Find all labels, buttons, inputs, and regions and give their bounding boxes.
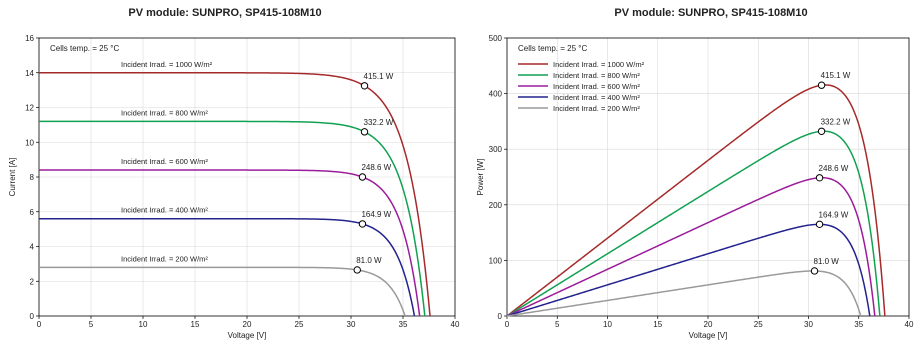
legend-entry: Incident Irrad. = 200 W/m² [553, 104, 640, 113]
irradiance-label: Incident Irrad. = 200 W/m² [121, 254, 208, 263]
x-tick-label: 5 [89, 320, 94, 329]
x-tick-label: 25 [754, 320, 763, 329]
x-tick-label: 35 [399, 320, 408, 329]
x-tick-label: 15 [191, 320, 200, 329]
series-line [39, 120, 426, 317]
irradiance-label: Incident Irrad. = 800 W/m² [121, 108, 208, 117]
y-tick-label: 0 [498, 312, 503, 321]
y-tick-label: 100 [489, 256, 503, 265]
irradiance-label: Incident Irrad. = 400 W/m² [121, 206, 208, 215]
mpp-marker [358, 173, 367, 181]
mpp-label: 81.0 W [356, 256, 382, 265]
y-tick-label: 400 [489, 90, 503, 99]
x-tick-label: 0 [37, 320, 42, 329]
mpp-marker [815, 174, 824, 182]
x-tick-label: 10 [139, 320, 148, 329]
x-tick-label: 0 [505, 320, 510, 329]
mpp-label: 164.9 W [819, 210, 849, 219]
y-tick-label: 16 [25, 34, 34, 43]
mpp-label: 248.6 W [361, 163, 391, 172]
series-line [506, 270, 862, 317]
y-tick-label: 500 [489, 34, 503, 43]
series-line [506, 130, 881, 317]
chart-title: PV module: SUNPRO, SP415-108M10 [614, 7, 807, 19]
mpp-marker [360, 128, 369, 136]
mpp-marker [358, 220, 367, 228]
x-axis-label: Voltage [V] [228, 331, 267, 340]
y-tick-label: 14 [25, 69, 34, 78]
x-tick-label: 20 [243, 320, 252, 329]
y-tick-label: 200 [489, 201, 503, 210]
x-tick-label: 40 [905, 320, 914, 329]
series-line [39, 169, 421, 317]
mpp-label: 248.6 W [819, 164, 849, 173]
mpp-label: 415.1 W [821, 71, 851, 80]
irradiance-label: Incident Irrad. = 600 W/m² [121, 157, 208, 166]
y-tick-label: 8 [30, 173, 35, 182]
legend-entry: Incident Irrad. = 600 W/m² [553, 82, 640, 91]
mpp-marker [815, 220, 824, 229]
mpp-label: 332.2 W [821, 117, 851, 126]
irradiance-label: Incident Irrad. = 1000 W/m² [121, 60, 213, 69]
series-line [506, 223, 871, 317]
y-tick-label: 300 [489, 145, 503, 154]
legend-entry: Incident Irrad. = 1000 W/m² [553, 60, 645, 69]
chart-title: PV module: SUNPRO, SP415-108M10 [128, 7, 321, 19]
mpp-marker [817, 81, 826, 89]
y-tick-label: 6 [30, 208, 35, 217]
x-axis-label: Voltage [V] [689, 331, 728, 340]
cells-temp-annotation: Cells temp. = 25 °C [50, 44, 119, 53]
x-tick-label: 40 [451, 320, 460, 329]
mpp-label: 415.1 W [364, 72, 394, 81]
y-axis-label: Current [A] [8, 158, 17, 197]
series-line [39, 217, 416, 317]
mpp-marker [353, 266, 361, 274]
x-tick-label: 30 [347, 320, 356, 329]
cells-temp-annotation: Cells temp. = 25 °C [518, 44, 587, 53]
y-tick-label: 12 [25, 104, 34, 113]
mpp-label: 81.0 W [814, 257, 840, 266]
series-line [506, 176, 876, 317]
x-tick-label: 35 [854, 320, 863, 329]
legend-entry: Incident Irrad. = 400 W/m² [553, 93, 640, 102]
x-tick-label: 10 [603, 320, 612, 329]
plot-frame [506, 37, 910, 317]
y-tick-label: 2 [30, 277, 35, 286]
y-tick-label: 4 [30, 243, 35, 252]
mpp-label: 332.2 W [364, 118, 394, 127]
series-line [39, 266, 406, 317]
mpp-label: 164.9 W [361, 210, 391, 219]
mpp-marker [810, 267, 819, 275]
y-axis-label: Power [W] [476, 159, 485, 196]
x-tick-label: 20 [704, 320, 713, 329]
x-tick-label: 25 [295, 320, 304, 329]
plot-frame [38, 37, 456, 317]
y-tick-label: 10 [25, 138, 34, 147]
x-tick-label: 30 [804, 320, 813, 329]
y-tick-label: 0 [30, 312, 35, 321]
x-tick-label: 5 [555, 320, 560, 329]
x-tick-label: 15 [653, 320, 662, 329]
power-chart: PV module: SUNPRO, SP415-108M10 0 5 10 15 20 2… [476, 7, 914, 340]
legend-entry: Incident Irrad. = 800 W/m² [553, 71, 640, 80]
mpp-marker [360, 82, 369, 90]
mpp-marker [817, 127, 826, 135]
